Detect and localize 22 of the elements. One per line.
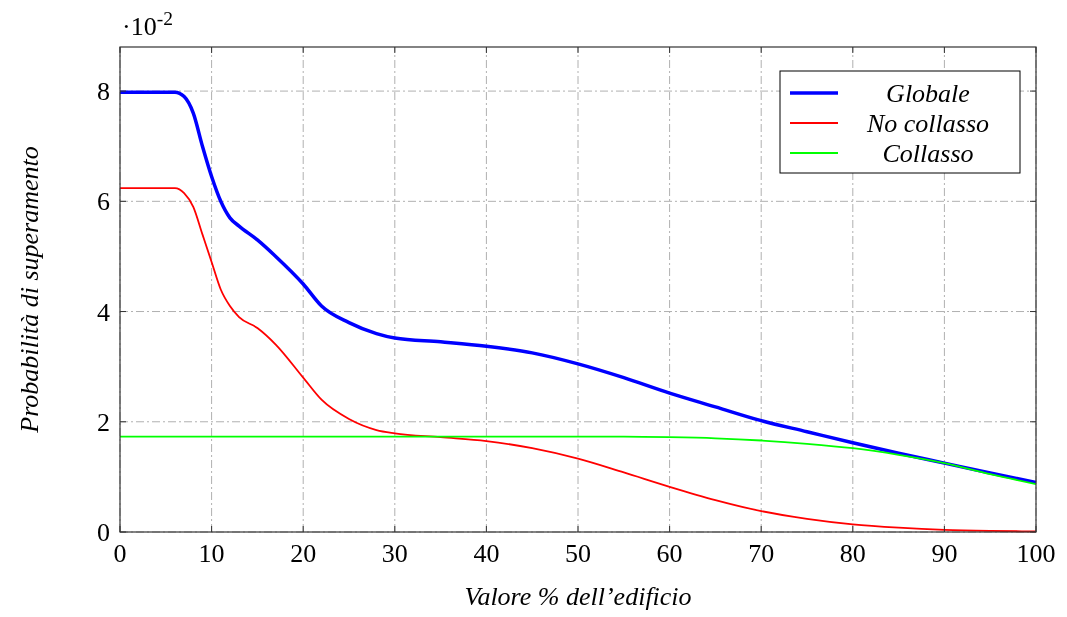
- x-tick-label: 100: [1016, 539, 1056, 568]
- x-tick-label: 50: [565, 539, 591, 568]
- x-tick-label: 60: [656, 539, 683, 568]
- text: ·10$^{-2}$: [122, 7, 173, 41]
- legend-label: Globale: [886, 79, 970, 109]
- legend-label: Collasso: [882, 139, 974, 169]
- y-tick-label: 2: [97, 407, 110, 437]
- y-tick-label: 8: [97, 77, 110, 107]
- y-tick-label: 6: [97, 187, 110, 217]
- x-tick-label: 90: [931, 539, 958, 568]
- line-series: [119, 435, 1037, 485]
- y-axis-title: Probabilità di superamento: [15, 146, 44, 434]
- x-tick-label: 30: [381, 539, 408, 568]
- x-tick-label: 10: [198, 539, 225, 568]
- x-tick-label: 20: [290, 539, 317, 568]
- legend-label: No collasso: [865, 109, 990, 139]
- x-tick-label: 70: [748, 539, 775, 568]
- x-axis-title: Valore % dell’edificio: [464, 582, 692, 611]
- y-tick-label: 0: [97, 518, 110, 548]
- y-tick-label: 4: [97, 297, 110, 327]
- x-tick-label: 40: [473, 539, 500, 568]
- x-tick-label: 80: [839, 539, 866, 568]
